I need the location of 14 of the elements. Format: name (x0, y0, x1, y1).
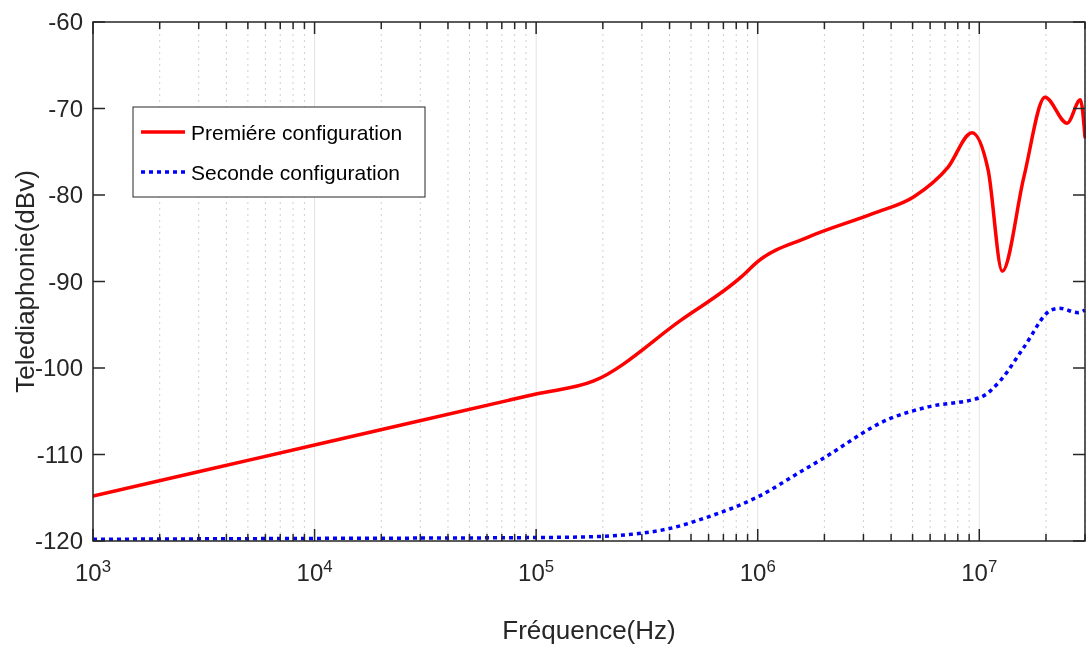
y-tick-label: -90 (48, 267, 83, 295)
x-axis-title: Fréquence(Hz) (502, 615, 676, 645)
x-tick-label: 10$^{4}$ (296, 556, 333, 586)
x-tick-label: 10$^{3}$ (74, 556, 112, 586)
x-tick-label: 10$^{5}$ (518, 556, 555, 586)
y-tick-label: -60 (48, 8, 83, 35)
x-tick-label: 10$^{6}$ (739, 556, 776, 586)
legend-label: Seconde configuration (191, 161, 400, 184)
y-tick-label: -80 (48, 181, 83, 208)
x-tick-label: 10$^{7}$ (961, 556, 998, 586)
y-tick-label: -120 (34, 527, 83, 554)
y-tick-label: -110 (36, 440, 83, 468)
legend-label: Premiére configuration (191, 121, 403, 144)
y-tick-label: -70 (48, 94, 83, 122)
